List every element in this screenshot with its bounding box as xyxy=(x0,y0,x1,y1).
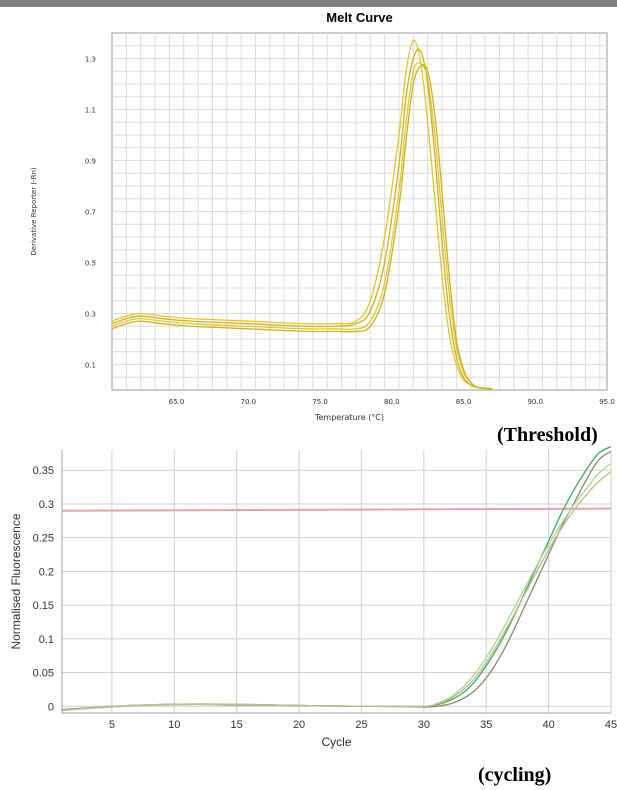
y-tick-label: 1.1 xyxy=(85,107,96,115)
y-tick-label: 0.15 xyxy=(33,600,54,612)
amp-series-4 xyxy=(61,471,612,711)
y-tick-label: 0.3 xyxy=(85,311,96,319)
x-tick-label: 5 xyxy=(109,719,115,731)
y-tick-label: 1.3 xyxy=(85,56,96,64)
y-tick-label: 0.7 xyxy=(85,209,96,217)
y-tick-label: 0.9 xyxy=(85,158,96,166)
y-tick-label: 0.05 xyxy=(33,668,54,680)
threshold-caption: (Threshold) xyxy=(497,424,598,446)
y-tick-label: 0 xyxy=(48,701,54,713)
melt-series-4 xyxy=(111,64,493,390)
y-tick-label: 0.3 xyxy=(39,499,54,511)
y-axis-label: Derivative Reporter (-Rn) xyxy=(30,167,38,255)
x-tick-label: 10 xyxy=(168,719,180,731)
x-tick-label: 35 xyxy=(480,719,492,731)
threshold-line xyxy=(61,507,612,512)
x-tick-label: 70.0 xyxy=(241,398,257,406)
y-tick-label: 0.1 xyxy=(85,362,96,370)
x-tick-label: 80.0 xyxy=(384,398,400,406)
melt-series-1 xyxy=(111,39,493,390)
x-tick-label: 90.0 xyxy=(527,398,543,406)
melt-series-3 xyxy=(111,62,493,390)
melt-curve-chart: Melt Curve 0.1 0.3 0.5 0.7 0.9 1.1 1.3 65.0 70.0 7… xyxy=(30,10,615,422)
x-tick-label: 30 xyxy=(418,719,430,731)
x-tick-label: 40 xyxy=(542,719,554,731)
x-tick-label: 25 xyxy=(355,719,367,731)
amplification-chart: 0 0.05 0.1 0.15 0.2 0.25 0.3 0.35 5 10 15 20 25 30 35 4… xyxy=(9,446,617,749)
top-bar xyxy=(0,0,617,7)
y-tick-label: 0.5 xyxy=(85,260,96,268)
y-axis-label: Normalised Fluorescence xyxy=(9,513,23,649)
y-tick-label: 0.2 xyxy=(39,566,54,578)
x-tick-label: 15 xyxy=(231,719,243,731)
x-tick-label: 95.0 xyxy=(599,398,615,406)
chart-title: Melt Curve xyxy=(326,10,392,25)
x-tick-label: 75.0 xyxy=(312,398,328,406)
melt-series-2 xyxy=(111,48,493,390)
y-tick-label: 0.35 xyxy=(33,465,54,477)
plot-area xyxy=(62,450,611,713)
x-tick-label: 85.0 xyxy=(456,398,472,406)
x-axis-label: Cycle xyxy=(321,735,351,749)
x-axis-label: Temperature (°C) xyxy=(314,413,384,422)
x-tick-label: 20 xyxy=(293,719,305,731)
x-tick-label: 45 xyxy=(605,719,617,731)
y-tick-label: 0.1 xyxy=(39,634,54,646)
x-tick-label: 65.0 xyxy=(169,398,185,406)
cycling-caption: (cycling) xyxy=(478,764,552,786)
y-tick-label: 0.25 xyxy=(33,533,54,545)
